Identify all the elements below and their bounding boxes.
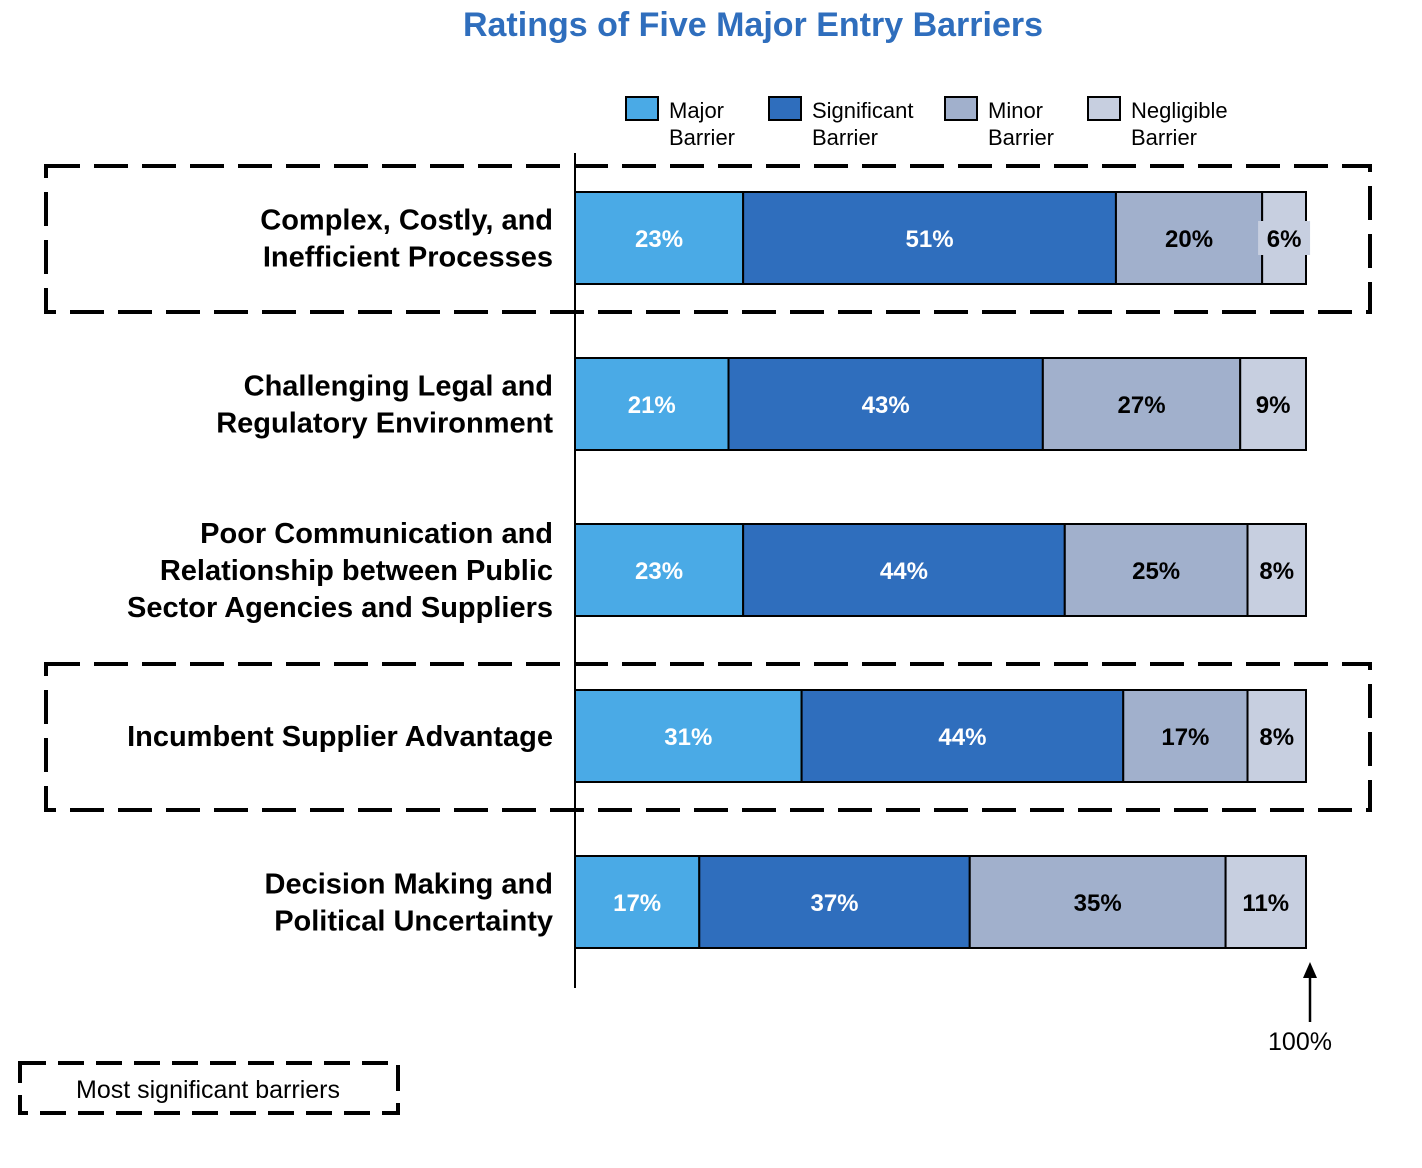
bar-label-1-1: 43% (862, 392, 910, 419)
category-labels: Complex, Costly, and Inefficient Processe… (127, 205, 553, 938)
bar-label-0-1: 51% (906, 226, 954, 253)
reference-arrow-head (1303, 962, 1317, 978)
bar-segment-3-0 (574, 689, 803, 783)
bar-segment-3-1 (800, 689, 1125, 783)
bar-label-bg (1258, 221, 1311, 255)
bar-segment-1-0 (574, 357, 730, 451)
bar-label-3-3: 8% (1259, 724, 1294, 751)
bars: 23% 51% 20% 6% 21% 43% 27% 9% 23% 44% 25% 8% 31% 44% 1… (574, 191, 1311, 949)
bar-label-3-0: 31% (664, 724, 712, 751)
bar-segment-3-2 (1122, 689, 1249, 783)
legend-label-0-0: Major (669, 98, 724, 123)
bar-segment-4-3 (1224, 855, 1307, 949)
category-label-2-0: Poor Communication and (200, 518, 553, 550)
legend-swatch-2 (944, 96, 978, 121)
bar-label-3-2: 17% (1161, 724, 1209, 751)
bar-segment-1-3 (1239, 357, 1307, 451)
chart-title: Ratings of Five Major Entry Barriers (463, 6, 1043, 44)
bar-segment-4-1 (698, 855, 971, 949)
reference-marker: 100% (1268, 962, 1332, 1056)
bar-label-1-3: 9% (1256, 392, 1291, 419)
bar-segment-2-0 (574, 523, 745, 617)
bar-label-4-0: 17% (613, 890, 661, 917)
bar-label-2-0: 23% (635, 558, 683, 585)
bar-segment-0-2 (1114, 191, 1264, 285)
legend-label-3-0: Negligible (1131, 98, 1228, 123)
legend-swatch-3 (1087, 96, 1121, 121)
highlight-legend-label: Most significant barriers (76, 1076, 340, 1104)
bar-label-0-0: 23% (635, 226, 683, 253)
category-label-4-0: Decision Making and (265, 869, 553, 901)
bar-segment-2-3 (1246, 523, 1308, 617)
category-label-4-1: Political Uncertainty (274, 906, 553, 938)
bar-label-2-3: 8% (1259, 558, 1294, 585)
legend-label-3-1: Barrier (1131, 125, 1197, 150)
bar-label-0-3: 6% (1267, 226, 1302, 253)
bar-segment-2-1 (742, 523, 1066, 617)
category-label-3-0: Incumbent Supplier Advantage (127, 721, 553, 753)
bar-label-2-2: 25% (1132, 558, 1180, 585)
bar-label-1-2: 27% (1118, 392, 1166, 419)
highlight-boxes (44, 164, 1372, 812)
bar-segment-4-2 (968, 855, 1227, 949)
bar-label-3-1: 44% (938, 724, 986, 751)
legend-label-2-1: Barrier (988, 125, 1054, 150)
bar-segment-4-0 (574, 855, 701, 949)
legend-label-0-1: Barrier (669, 125, 735, 150)
bar-segment-0-0 (574, 191, 745, 285)
bar-label-4-1: 37% (810, 890, 858, 917)
highlight-legend-box (18, 1061, 400, 1115)
reference-label: 100% (1268, 1028, 1332, 1056)
legend-label-1-1: Barrier (812, 125, 878, 150)
bar-label-0-2: 20% (1165, 226, 1213, 253)
category-label-1-0: Challenging Legal and (244, 371, 553, 403)
bar-label-1-0: 21% (628, 392, 676, 419)
legend-label-1-0: Significant (812, 98, 914, 123)
bar-segment-3-3 (1246, 689, 1308, 783)
legend: MajorBarrierSignificantBarrierMinorBarri… (625, 96, 1228, 150)
category-label-2-1: Relationship between Public (160, 555, 553, 587)
bar-segment-2-2 (1063, 523, 1249, 617)
category-label-0-0: Complex, Costly, and (260, 205, 553, 237)
bar-label-2-1: 44% (880, 558, 928, 585)
category-label-1-1: Regulatory Environment (216, 408, 553, 440)
highlight-legend: Most significant barriers (18, 1061, 400, 1115)
highlight-box-1 (44, 662, 1372, 812)
bar-label-4-2: 35% (1074, 890, 1122, 917)
legend-swatch-1 (768, 96, 802, 121)
legend-swatch-0 (625, 96, 659, 121)
category-label-2-2: Sector Agencies and Suppliers (127, 592, 553, 624)
category-label-0-1: Inefficient Processes (263, 242, 553, 274)
legend-label-2-0: Minor (988, 98, 1043, 123)
bar-label-4-3: 11% (1242, 890, 1289, 917)
highlight-box-0 (44, 164, 1372, 314)
